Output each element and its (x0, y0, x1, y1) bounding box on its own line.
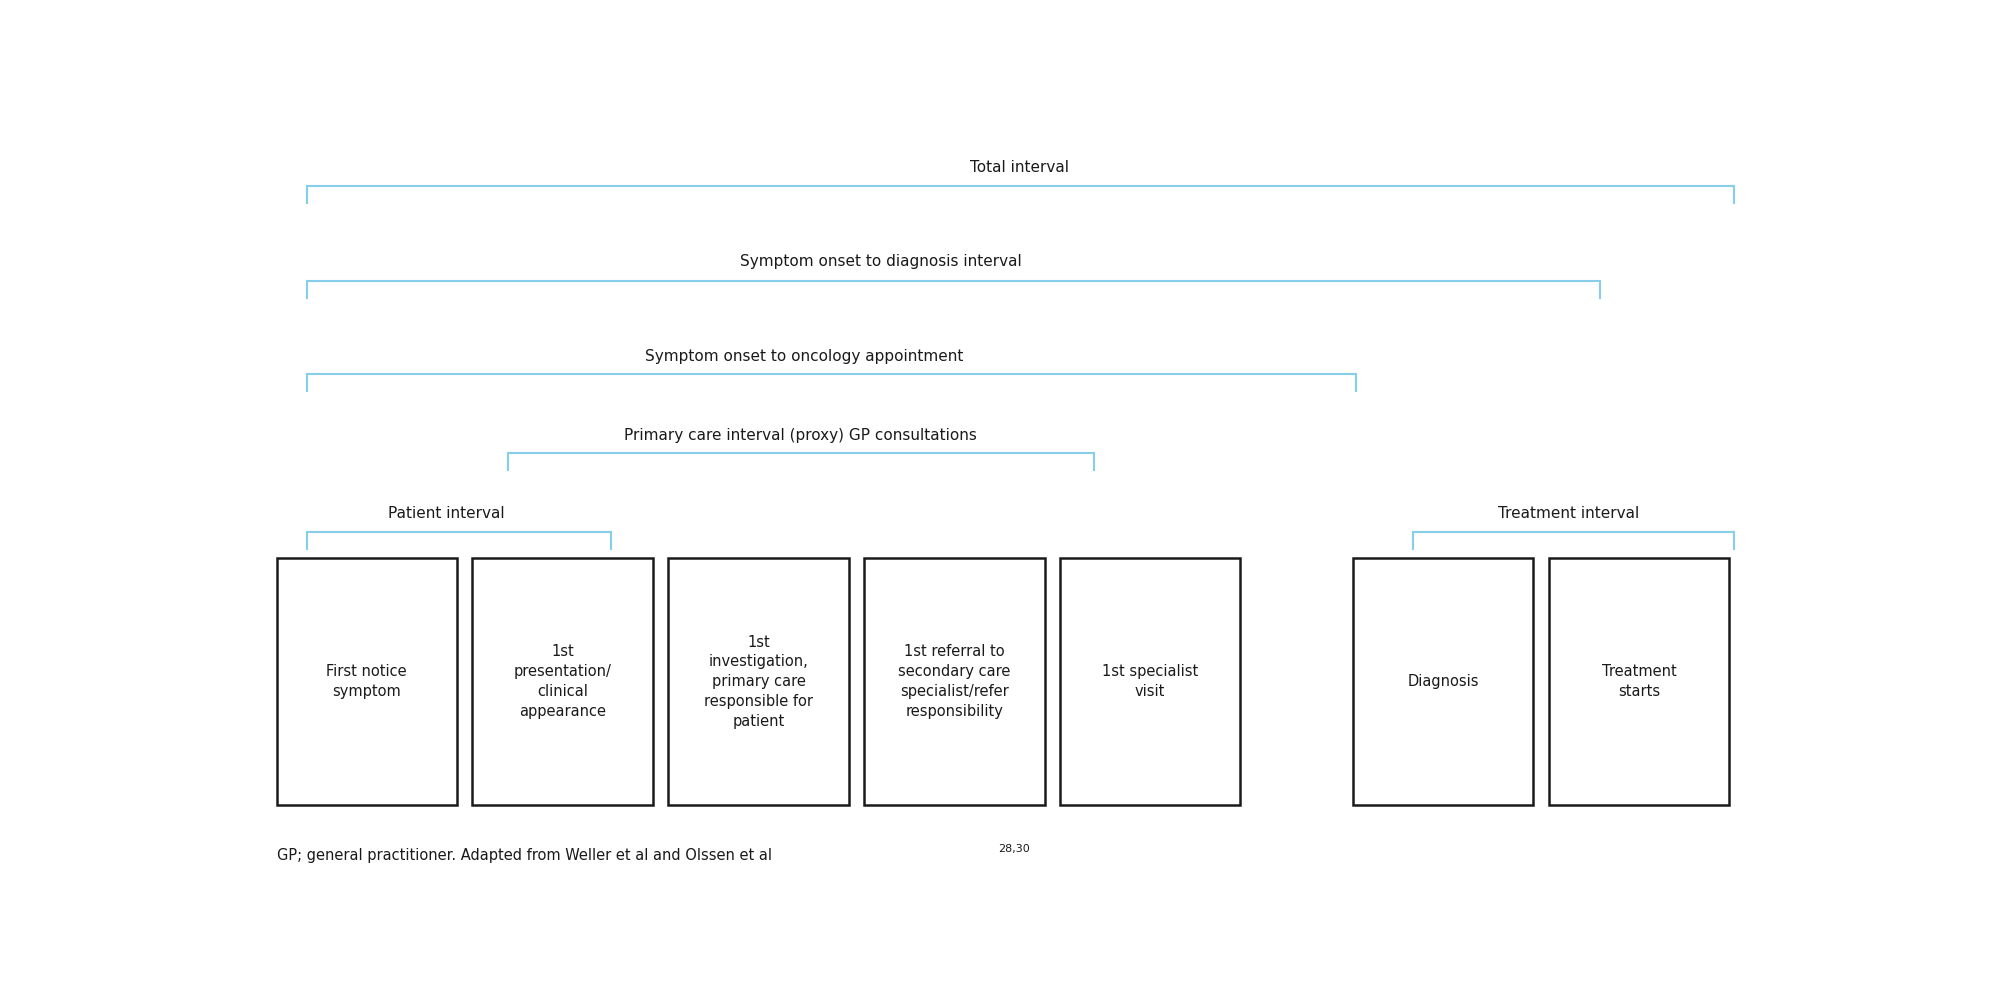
Text: Symptom onset to diagnosis interval: Symptom onset to diagnosis interval (740, 254, 1022, 269)
Text: Patient interval: Patient interval (388, 506, 503, 521)
Bar (1353, 558, 1534, 805)
Text: Total interval: Total interval (971, 160, 1068, 175)
Text: 1st specialist
visit: 1st specialist visit (1102, 664, 1197, 699)
Text: First notice
symptom: First notice symptom (326, 664, 408, 699)
Text: Treatment interval: Treatment interval (1498, 506, 1639, 521)
Text: Symptom onset to oncology appointment: Symptom onset to oncology appointment (644, 349, 963, 364)
Bar (1060, 558, 1239, 805)
Text: Diagnosis: Diagnosis (1406, 674, 1478, 689)
Text: Primary care interval (proxy) GP consultations: Primary care interval (proxy) GP consult… (625, 427, 977, 442)
Bar (1547, 558, 1728, 805)
Bar (276, 558, 457, 805)
Bar (471, 558, 652, 805)
Text: 1st
presentation/
clinical
appearance: 1st presentation/ clinical appearance (513, 644, 611, 719)
Text: 1st referral to
secondary care
specialist/refer
responsibility: 1st referral to secondary care specialis… (897, 644, 1010, 719)
Text: 28,30: 28,30 (998, 844, 1030, 854)
Bar (668, 558, 847, 805)
Text: Treatment
starts: Treatment starts (1601, 664, 1675, 699)
Bar (863, 558, 1044, 805)
Text: GP; general practitioner. Adapted from Weller et al and Olssen et al: GP; general practitioner. Adapted from W… (276, 848, 776, 863)
Text: 1st
investigation,
primary care
responsible for
patient: 1st investigation, primary care responsi… (704, 634, 814, 729)
